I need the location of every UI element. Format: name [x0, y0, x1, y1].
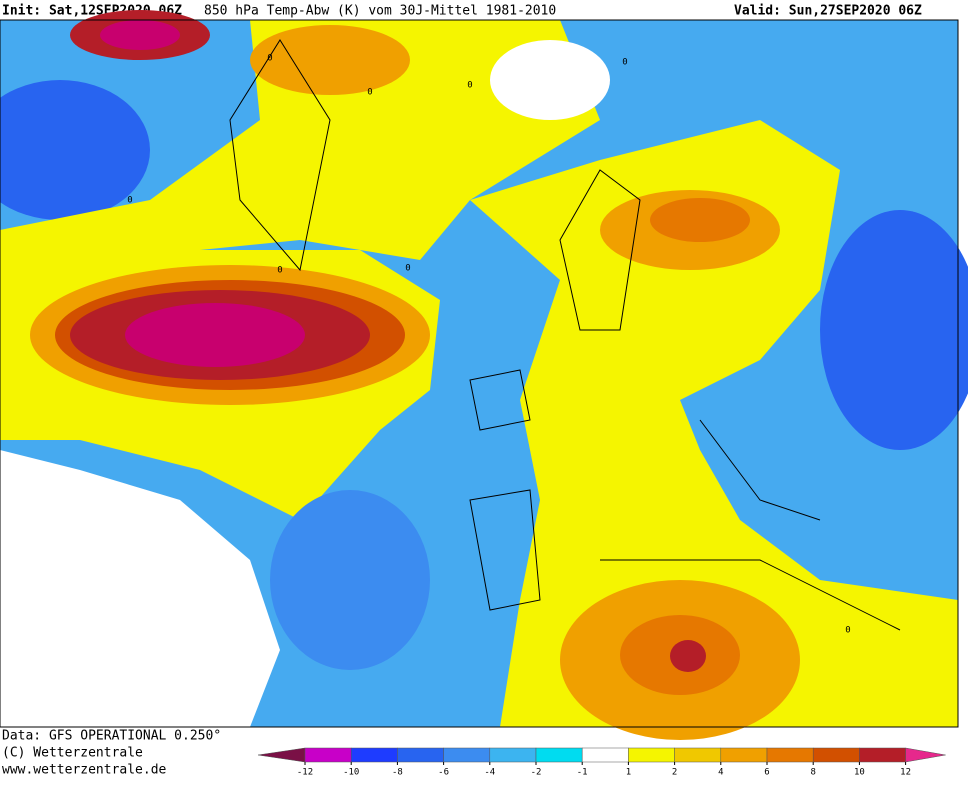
contour-label: 0: [267, 54, 272, 64]
colorbar-tick-label: 10: [854, 768, 865, 778]
colorbar-segment: [720, 747, 768, 763]
colorbar-segment: [812, 747, 860, 763]
website: www.wetterzentrale.de: [2, 763, 167, 778]
neutral-area: [490, 40, 610, 120]
colorbar-tick-label: 12: [900, 768, 911, 778]
colorbar-tick-label: -12: [297, 768, 313, 778]
cold-area: [0, 80, 150, 220]
colorbar-tick-label: -8: [392, 768, 403, 778]
contour-label: 0: [845, 626, 850, 636]
contour-label: 0: [467, 81, 472, 91]
data-source: Data: GFS OPERATIONAL 0.250°: [2, 729, 221, 744]
warm-area: [125, 303, 305, 367]
colorbar-tick-label: -4: [484, 768, 495, 778]
colorbar-segment: [535, 747, 583, 763]
cold-area: [820, 210, 968, 450]
colorbar-segment: [304, 747, 352, 763]
contour-label: 0: [127, 196, 132, 206]
colorbar-arrow: [905, 747, 946, 763]
neutral-area: [0, 450, 280, 727]
valid-label: Valid: Sun,27SEP2020 06Z: [734, 4, 922, 19]
colorbar-segment: [397, 747, 444, 763]
colorbar-arrow: [257, 747, 306, 763]
warm-area: [250, 25, 410, 95]
warm-area: [670, 640, 706, 672]
colorbar-tick-label: -10: [343, 768, 359, 778]
colorbar-tick-label: -6: [438, 768, 449, 778]
colorbar-segment: [766, 747, 814, 763]
contour-label: 0: [367, 88, 372, 98]
colorbar-segment: [350, 747, 398, 763]
colorbar-tick-label: 4: [718, 768, 723, 778]
colorbar-tick-label: 8: [810, 768, 815, 778]
contour-label: 0: [622, 58, 627, 68]
warm-area: [0, 20, 600, 290]
map-title: 850 hPa Temp-Abw (K) vom 30J-Mittel 1981…: [204, 4, 556, 19]
coastline: [229, 39, 901, 631]
colorbar-segment: [859, 747, 906, 763]
contour-label: 0: [405, 264, 410, 274]
colorbar-segment: [674, 747, 722, 763]
colorbar-tick-label: -2: [531, 768, 542, 778]
warm-area: [470, 120, 958, 727]
warm-area: [650, 198, 750, 242]
colorbar-tick-label: 1: [626, 768, 631, 778]
colorbar-tick-label: -1: [577, 768, 588, 778]
colorbar-tick-label: 2: [672, 768, 677, 778]
colorbar-tick-label: 6: [764, 768, 769, 778]
map-border: [0, 19, 959, 728]
cold-area: [270, 490, 430, 670]
colorbar-segment: [628, 747, 675, 763]
contour-label: 0: [277, 266, 282, 276]
colorbar-segment: [443, 747, 491, 763]
copyright: (C) Wetterzentrale: [2, 746, 143, 761]
warm-area: [100, 20, 180, 50]
colorbar-segment: [581, 747, 629, 763]
colorbar-segment: [489, 747, 537, 763]
map: [0, 10, 968, 740]
